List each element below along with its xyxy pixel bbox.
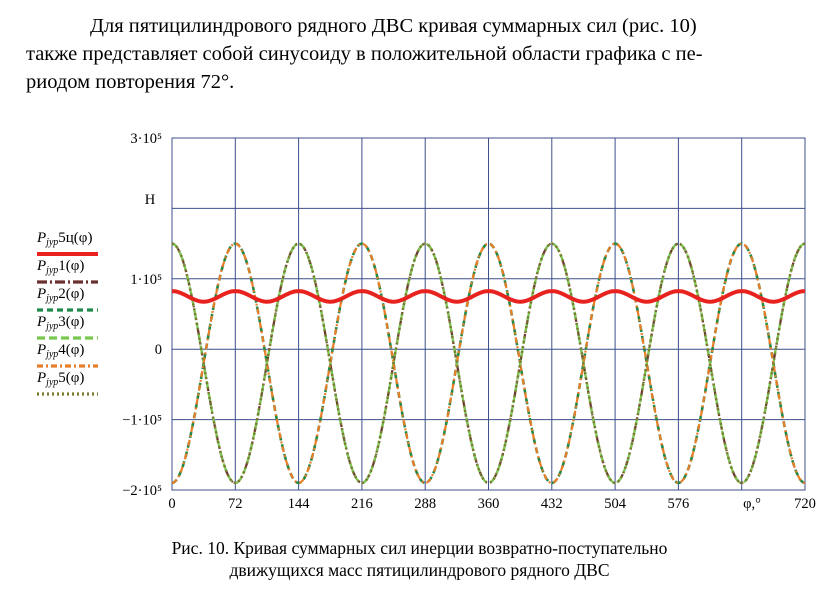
x-axis-label: φ,° bbox=[743, 496, 761, 512]
x-tick-label: 720 bbox=[794, 496, 816, 512]
legend-label-2: Pjур2(φ) bbox=[36, 286, 84, 304]
figure-caption: Рис. 10. Кривая суммарных сил инерции во… bbox=[0, 537, 839, 581]
chart-curves bbox=[171, 242, 806, 485]
paragraph-line-2: также представляет собой синусоиду в пол… bbox=[26, 43, 703, 65]
x-tick-label: 576 bbox=[668, 496, 690, 512]
x-tick-label: 72 bbox=[228, 496, 243, 512]
chart-grid bbox=[171, 137, 806, 491]
caption-line-2: движущихся масс пятицилиндрового рядного… bbox=[229, 560, 610, 580]
legend-label-1: Pjур1(φ) bbox=[36, 258, 84, 276]
x-tick-label: 216 bbox=[351, 496, 373, 512]
paragraph-line-3: риодом повторения 72°. bbox=[26, 71, 235, 93]
x-tick-label: 288 bbox=[414, 496, 436, 512]
x-tick-label: 144 bbox=[288, 496, 311, 512]
series-line-3 bbox=[171, 242, 806, 485]
sum-series-line bbox=[171, 289, 806, 304]
legend-label-5: Pjур5(φ) bbox=[36, 370, 84, 388]
y-tick-label: 1·10⁵ bbox=[130, 272, 162, 288]
legend-label-4: Pjур4(φ) bbox=[36, 342, 84, 360]
x-tick-label: 432 bbox=[541, 496, 563, 512]
chart-legend: Pjур5ц(φ) Pjур1(φ) Pjур2(φ) Pjур3(φ) Pjур4(φ… bbox=[36, 230, 98, 396]
series-line-4 bbox=[171, 242, 806, 485]
body-paragraph: Для пятицилиндрового рядного ДВС кривая … bbox=[26, 12, 811, 96]
legend-label-0: Pjур5ц(φ) bbox=[36, 230, 92, 248]
y-tick-label: −2·10⁵ bbox=[122, 483, 162, 499]
y-tick-label: 0 bbox=[155, 342, 162, 358]
chart-axes: 3·10⁵ 1·10⁵ 0 −1·10⁵ −2·10⁵ Н 0 72 144 216 288 360 4… bbox=[122, 131, 816, 512]
y-axis-label: Н bbox=[145, 192, 156, 208]
y-tick-label: −1·10⁵ bbox=[122, 413, 162, 429]
caption-line-1: Рис. 10. Кривая суммарных сил инерции во… bbox=[171, 538, 668, 558]
x-tick-label: 360 bbox=[478, 496, 500, 512]
x-tick-label: 504 bbox=[604, 496, 627, 512]
y-tick-label: 3·10⁵ bbox=[130, 131, 162, 147]
legend-label-3: Pjур3(φ) bbox=[36, 314, 84, 332]
paragraph-line-1: Для пятицилиндрового рядного ДВС кривая … bbox=[90, 15, 697, 37]
x-tick-label: 0 bbox=[168, 496, 175, 512]
